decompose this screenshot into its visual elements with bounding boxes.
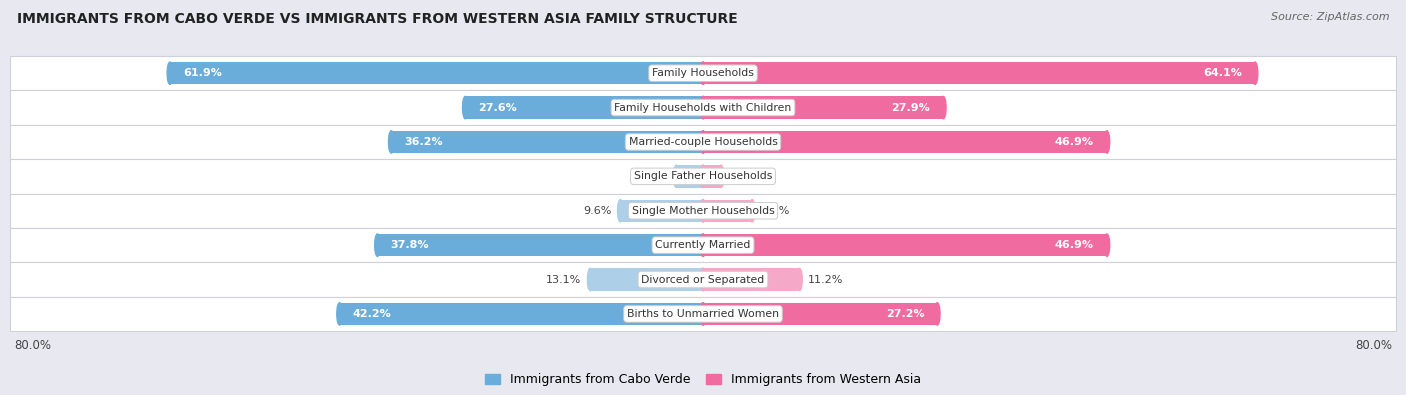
Circle shape xyxy=(700,303,706,325)
Circle shape xyxy=(337,303,343,325)
Bar xyxy=(703,165,721,188)
Circle shape xyxy=(700,165,706,188)
Text: Family Households with Children: Family Households with Children xyxy=(614,103,792,113)
Text: Source: ZipAtlas.com: Source: ZipAtlas.com xyxy=(1271,12,1389,22)
Circle shape xyxy=(463,96,468,119)
Text: 27.9%: 27.9% xyxy=(891,103,931,113)
Circle shape xyxy=(1104,131,1109,153)
Text: 46.9%: 46.9% xyxy=(1054,240,1094,250)
Bar xyxy=(170,62,703,85)
Circle shape xyxy=(700,234,706,256)
Text: 80.0%: 80.0% xyxy=(1355,339,1392,352)
Circle shape xyxy=(797,268,803,291)
Bar xyxy=(10,228,1396,262)
Bar xyxy=(703,268,800,291)
Legend: Immigrants from Cabo Verde, Immigrants from Western Asia: Immigrants from Cabo Verde, Immigrants f… xyxy=(485,373,921,386)
Bar xyxy=(10,56,1396,90)
Circle shape xyxy=(700,96,706,119)
Bar xyxy=(10,194,1396,228)
Bar xyxy=(465,96,703,119)
Text: 3.1%: 3.1% xyxy=(640,171,668,181)
Circle shape xyxy=(700,268,706,291)
Bar xyxy=(703,62,1256,85)
Text: 42.2%: 42.2% xyxy=(353,309,391,319)
Bar xyxy=(703,131,1107,153)
Circle shape xyxy=(935,303,941,325)
Circle shape xyxy=(700,62,706,85)
Text: 61.9%: 61.9% xyxy=(183,68,222,78)
Bar xyxy=(10,297,1396,331)
Circle shape xyxy=(673,165,679,188)
Bar xyxy=(10,262,1396,297)
Circle shape xyxy=(617,199,623,222)
Circle shape xyxy=(700,96,706,119)
Bar xyxy=(10,90,1396,125)
Circle shape xyxy=(700,131,706,153)
Circle shape xyxy=(700,199,706,222)
Bar xyxy=(10,159,1396,194)
Bar xyxy=(676,165,703,188)
Circle shape xyxy=(588,268,593,291)
Circle shape xyxy=(1104,234,1109,256)
Text: Births to Unmarried Women: Births to Unmarried Women xyxy=(627,309,779,319)
Text: 9.6%: 9.6% xyxy=(583,206,612,216)
Circle shape xyxy=(700,234,706,256)
Circle shape xyxy=(388,131,394,153)
Circle shape xyxy=(700,268,706,291)
Text: 37.8%: 37.8% xyxy=(391,240,429,250)
Text: 2.1%: 2.1% xyxy=(730,171,758,181)
Bar xyxy=(703,199,752,222)
Circle shape xyxy=(700,165,706,188)
Bar xyxy=(620,199,703,222)
Circle shape xyxy=(941,96,946,119)
Text: 27.2%: 27.2% xyxy=(886,309,924,319)
Text: Single Father Households: Single Father Households xyxy=(634,171,772,181)
Text: 11.2%: 11.2% xyxy=(808,275,844,284)
Text: 80.0%: 80.0% xyxy=(14,339,51,352)
Text: IMMIGRANTS FROM CABO VERDE VS IMMIGRANTS FROM WESTERN ASIA FAMILY STRUCTURE: IMMIGRANTS FROM CABO VERDE VS IMMIGRANTS… xyxy=(17,12,738,26)
Bar xyxy=(391,131,703,153)
Bar xyxy=(340,303,703,325)
Text: Divorced or Separated: Divorced or Separated xyxy=(641,275,765,284)
Circle shape xyxy=(700,199,706,222)
Text: 36.2%: 36.2% xyxy=(404,137,443,147)
Bar xyxy=(377,234,703,256)
Text: 27.6%: 27.6% xyxy=(478,103,517,113)
Bar xyxy=(703,303,938,325)
Text: 64.1%: 64.1% xyxy=(1204,68,1241,78)
Bar xyxy=(703,96,943,119)
Circle shape xyxy=(1253,62,1258,85)
Circle shape xyxy=(718,165,724,188)
Text: 13.1%: 13.1% xyxy=(547,275,582,284)
Bar xyxy=(703,234,1107,256)
Circle shape xyxy=(374,234,380,256)
Text: Married-couple Households: Married-couple Households xyxy=(628,137,778,147)
Text: Currently Married: Currently Married xyxy=(655,240,751,250)
Circle shape xyxy=(700,62,706,85)
Circle shape xyxy=(167,62,173,85)
Circle shape xyxy=(749,199,755,222)
Text: Family Households: Family Households xyxy=(652,68,754,78)
Text: 46.9%: 46.9% xyxy=(1054,137,1094,147)
Circle shape xyxy=(700,131,706,153)
Bar xyxy=(10,125,1396,159)
Circle shape xyxy=(700,303,706,325)
Text: Single Mother Households: Single Mother Households xyxy=(631,206,775,216)
Text: 5.7%: 5.7% xyxy=(761,206,789,216)
Bar xyxy=(591,268,703,291)
